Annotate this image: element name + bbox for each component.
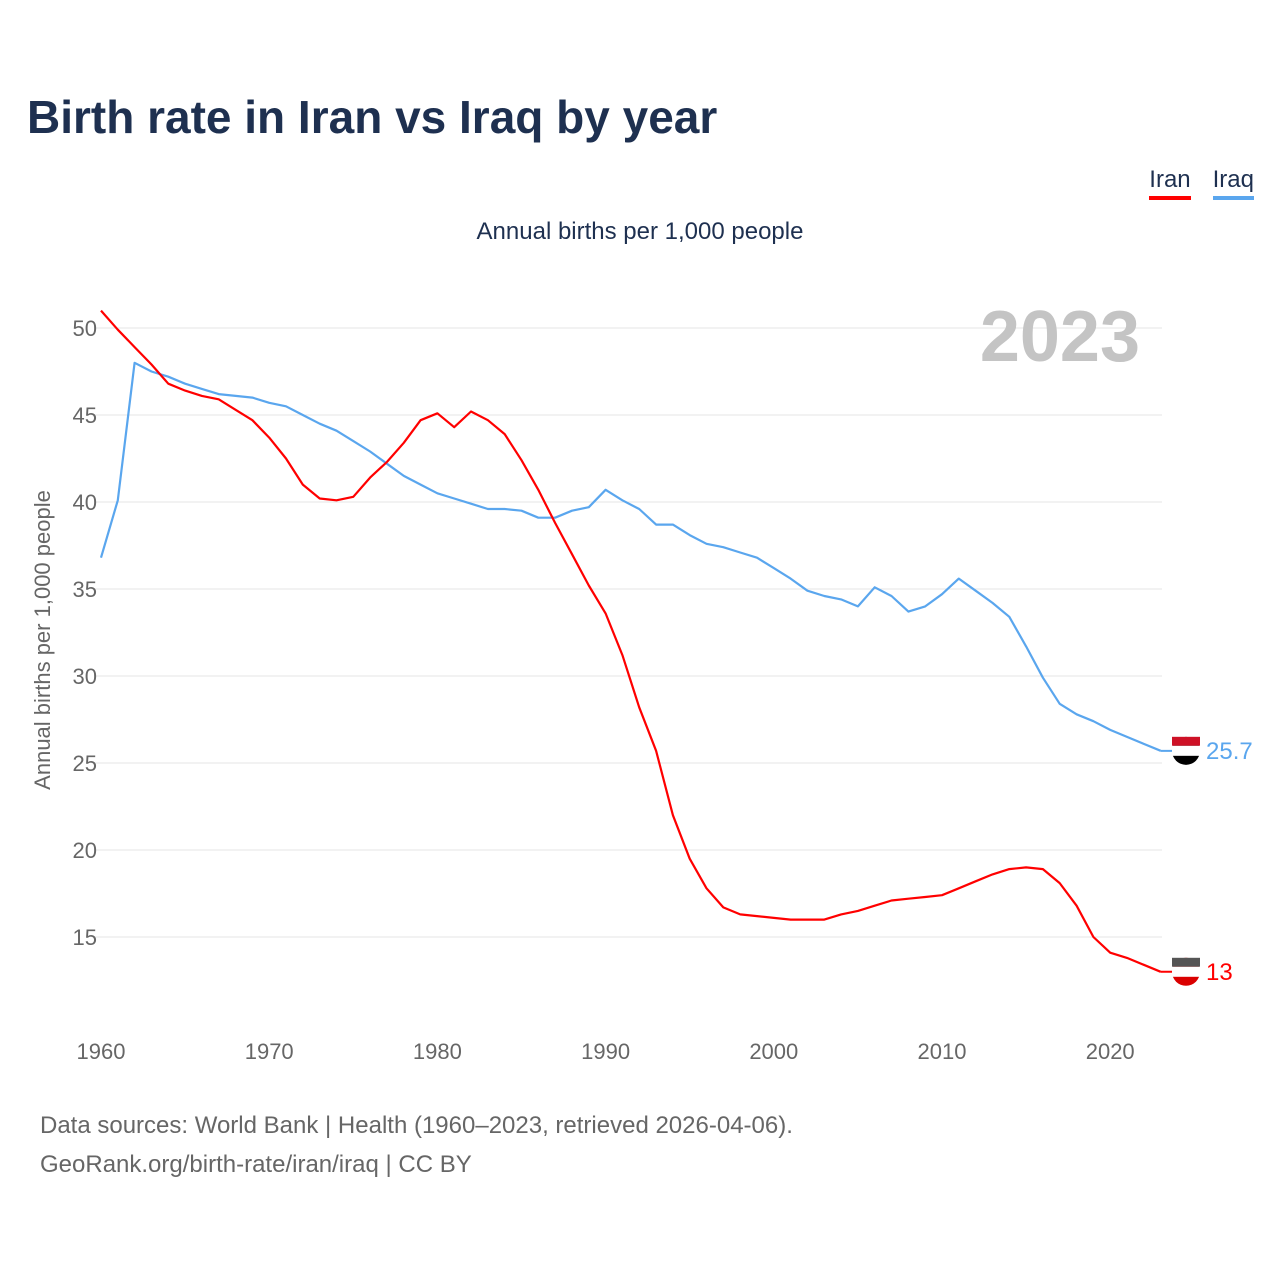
flag-band (1172, 745, 1200, 756)
y-tick-label: 50 (73, 316, 97, 341)
legend-item-iran[interactable]: Iran (1149, 166, 1191, 200)
y-tick-label: 45 (73, 403, 97, 428)
source-line-1: Data sources: World Bank | Health (1960–… (40, 1112, 793, 1139)
source-line-2[interactable]: GeoRank.org/birth-rate/iran/iraq | CC BY (40, 1151, 472, 1178)
flag-band (1172, 957, 1200, 967)
end-value-label-iran: 13 (1206, 959, 1233, 986)
legend-item-iraq[interactable]: Iraq (1212, 166, 1254, 200)
year-watermark: 2023 (980, 297, 1140, 377)
chart-title: Birth rate in Iran vs Iraq by year (27, 91, 718, 143)
x-tick-label: 1980 (413, 1039, 462, 1064)
y-tick-label: 20 (73, 838, 97, 863)
y-tick-label: 15 (73, 925, 97, 950)
x-tick-label: 2020 (1086, 1039, 1135, 1064)
y-tick-label: 35 (73, 577, 97, 602)
legend: Iran Iraq (1149, 166, 1254, 200)
source-note: Data sources: World Bank | Health (1960–… (40, 1106, 793, 1184)
series-line-iran (100, 309, 1162, 973)
series-line-iraq (99, 361, 1162, 752)
x-tick-label: 1990 (581, 1039, 630, 1064)
flag-band (1172, 736, 1200, 746)
x-tick-label: 2000 (749, 1039, 798, 1064)
y-tick-label: 30 (73, 664, 97, 689)
x-tick-label: 1960 (77, 1039, 126, 1064)
y-axis-label: Annual births per 1,000 people (30, 490, 55, 790)
x-tick-label: 1970 (245, 1039, 294, 1064)
x-tick-label: 2010 (918, 1039, 967, 1064)
y-tick-label: 40 (73, 490, 97, 515)
y-tick-label: 25 (73, 751, 97, 776)
flag-band (1172, 966, 1200, 977)
chart-subtitle: Annual births per 1,000 people (476, 218, 804, 245)
end-value-label-iraq: 25.7 (1206, 738, 1253, 765)
